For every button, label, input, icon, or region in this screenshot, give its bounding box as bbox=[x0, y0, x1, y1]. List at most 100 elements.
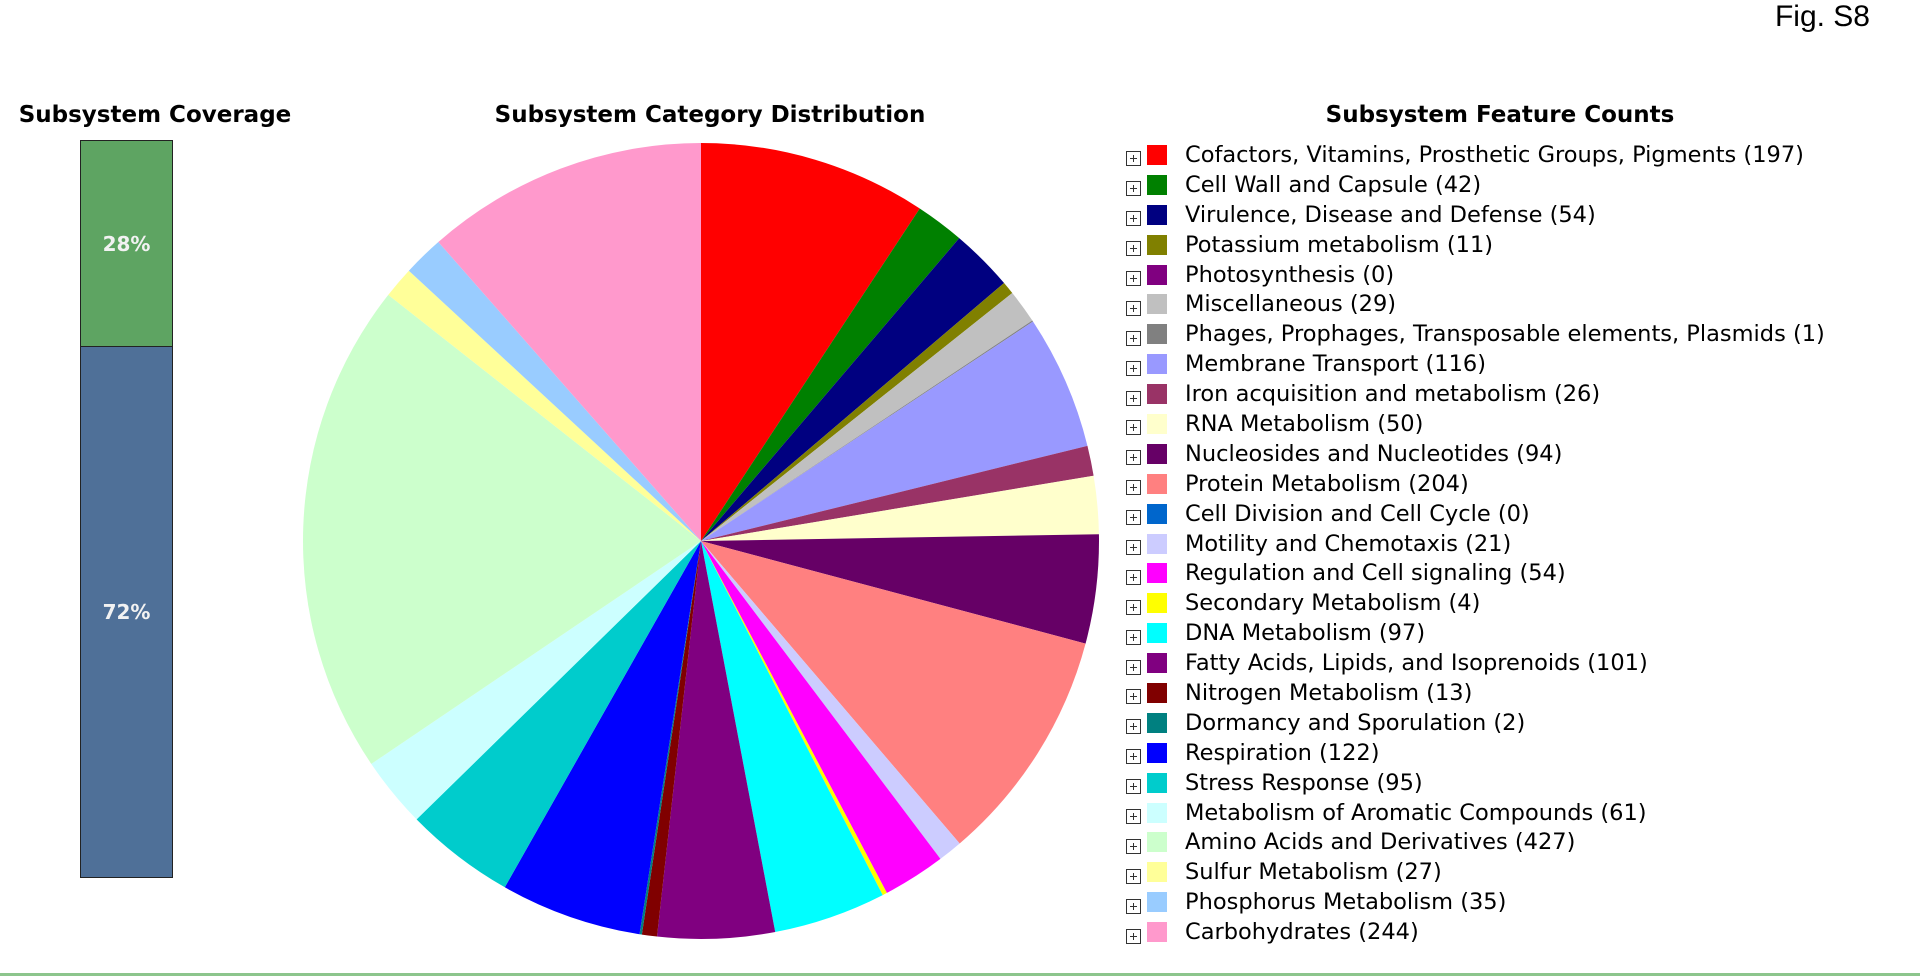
expand-icon[interactable] bbox=[1126, 420, 1141, 436]
legend-label[interactable]: Protein Metabolism (204) bbox=[1185, 470, 1469, 497]
legend-swatch bbox=[1147, 653, 1167, 674]
legend-item: Protein Metabolism (204) bbox=[1126, 469, 1825, 499]
legend-label[interactable]: Fatty Acids, Lipids, and Isoprenoids (10… bbox=[1185, 650, 1648, 677]
legend-label[interactable]: Cell Division and Cell Cycle (0) bbox=[1185, 500, 1530, 527]
expand-icon[interactable] bbox=[1126, 450, 1141, 466]
legend-item: Photosynthesis (0) bbox=[1126, 260, 1825, 290]
expand-icon[interactable] bbox=[1126, 211, 1141, 227]
legend-label[interactable]: DNA Metabolism (97) bbox=[1185, 620, 1426, 647]
expand-icon[interactable] bbox=[1126, 480, 1141, 496]
legend-label[interactable]: Stress Response (95) bbox=[1185, 769, 1423, 796]
legend-item: Dormancy and Sporulation (2) bbox=[1126, 708, 1825, 738]
legend-label[interactable]: Miscellaneous (29) bbox=[1185, 291, 1397, 318]
pie-slice-19 bbox=[639, 541, 701, 935]
expand-icon[interactable] bbox=[1126, 181, 1141, 197]
legend-swatch bbox=[1147, 324, 1167, 345]
legend-item: Stress Response (95) bbox=[1126, 768, 1825, 798]
pie-slice-17 bbox=[657, 541, 776, 939]
legend-item: Amino Acids and Derivatives (427) bbox=[1126, 827, 1825, 857]
legend-swatch bbox=[1147, 593, 1167, 614]
legend-label[interactable]: Phages, Prophages, Transposable elements… bbox=[1185, 321, 1825, 348]
legend-label[interactable]: Sulfur Metabolism (27) bbox=[1185, 859, 1442, 886]
legend-label[interactable]: Membrane Transport (116) bbox=[1185, 351, 1486, 378]
legend-swatch bbox=[1147, 563, 1167, 584]
pie-slice-1 bbox=[701, 208, 960, 541]
legend-label[interactable]: Photosynthesis (0) bbox=[1185, 261, 1395, 288]
expand-icon[interactable] bbox=[1126, 928, 1141, 944]
expand-icon[interactable] bbox=[1126, 510, 1141, 526]
legend-item: Carbohydrates (244) bbox=[1126, 917, 1825, 947]
legend-label[interactable]: Iron acquisition and metabolism (26) bbox=[1185, 381, 1601, 408]
expand-icon[interactable] bbox=[1126, 809, 1141, 825]
expand-icon[interactable] bbox=[1126, 838, 1141, 854]
legend-item: Cell Division and Cell Cycle (0) bbox=[1126, 499, 1825, 529]
expand-icon[interactable] bbox=[1126, 569, 1141, 585]
pie-slice-8 bbox=[701, 445, 1094, 541]
legend-item: Miscellaneous (29) bbox=[1126, 289, 1825, 319]
bottom-divider bbox=[0, 973, 1920, 976]
legend-item: Secondary Metabolism (4) bbox=[1126, 588, 1825, 618]
expand-icon[interactable] bbox=[1126, 271, 1141, 286]
legend-item: Nucleosides and Nucleotides (94) bbox=[1126, 439, 1825, 469]
pie-slice-23 bbox=[303, 294, 701, 764]
legend-label[interactable]: Virulence, Disease and Defense (54) bbox=[1185, 201, 1596, 228]
legend-swatch bbox=[1147, 862, 1167, 883]
expand-icon[interactable] bbox=[1126, 898, 1141, 914]
expand-icon[interactable] bbox=[1126, 719, 1141, 735]
legend-swatch bbox=[1147, 384, 1167, 405]
legend-swatch bbox=[1147, 473, 1167, 494]
pie-slice-18 bbox=[641, 541, 701, 937]
expand-icon[interactable] bbox=[1126, 868, 1141, 884]
legend-item: Sulfur Metabolism (27) bbox=[1126, 857, 1825, 887]
legend-swatch bbox=[1147, 234, 1167, 255]
legend-label[interactable]: Dormancy and Sporulation (2) bbox=[1185, 709, 1526, 736]
expand-icon[interactable] bbox=[1126, 599, 1141, 615]
expand-icon[interactable] bbox=[1126, 749, 1141, 765]
expand-icon[interactable] bbox=[1126, 300, 1141, 316]
expand-icon[interactable] bbox=[1126, 659, 1141, 675]
legend-label[interactable]: Motility and Chemotaxis (21) bbox=[1185, 530, 1512, 557]
legend-item: RNA Metabolism (50) bbox=[1126, 409, 1825, 439]
legend-swatch bbox=[1147, 832, 1167, 853]
legend-swatch bbox=[1147, 503, 1167, 524]
legend-item: Metabolism of Aromatic Compounds (61) bbox=[1126, 798, 1825, 828]
legend-label[interactable]: Carbohydrates (244) bbox=[1185, 919, 1419, 946]
pie-slice-2 bbox=[701, 238, 1005, 541]
legend-item: Potassium metabolism (11) bbox=[1126, 230, 1825, 260]
expand-icon[interactable] bbox=[1126, 629, 1141, 645]
legend-swatch bbox=[1147, 772, 1167, 793]
legend-label[interactable]: Phosphorus Metabolism (35) bbox=[1185, 889, 1507, 916]
feature-counts-legend: Cofactors, Vitamins, Prosthetic Groups, … bbox=[1126, 140, 1825, 947]
legend-label[interactable]: Respiration (122) bbox=[1185, 739, 1380, 766]
expand-icon[interactable] bbox=[1126, 390, 1141, 406]
legend-swatch bbox=[1147, 443, 1167, 464]
legend-label[interactable]: Metabolism of Aromatic Compounds (61) bbox=[1185, 799, 1647, 826]
coverage-title: Subsystem Coverage bbox=[18, 102, 292, 128]
expand-icon[interactable] bbox=[1126, 540, 1141, 556]
legend-swatch bbox=[1147, 413, 1167, 434]
coverage-segment-uncovered: 72% bbox=[81, 347, 172, 877]
expand-icon[interactable] bbox=[1126, 330, 1141, 346]
expand-icon[interactable] bbox=[1126, 151, 1141, 167]
pie-slice-22 bbox=[371, 541, 701, 820]
legend-item: Virulence, Disease and Defense (54) bbox=[1126, 200, 1825, 230]
legend-label[interactable]: Nitrogen Metabolism (13) bbox=[1185, 679, 1473, 706]
legend-label[interactable]: Nucleosides and Nucleotides (94) bbox=[1185, 440, 1563, 467]
pie-slice-5 bbox=[701, 292, 1033, 541]
legend-label[interactable]: Cell Wall and Capsule (42) bbox=[1185, 171, 1482, 198]
pie-slice-21 bbox=[416, 541, 701, 888]
legend-label[interactable]: Amino Acids and Derivatives (427) bbox=[1185, 829, 1576, 856]
legend-label[interactable]: Cofactors, Vitamins, Prosthetic Groups, … bbox=[1185, 141, 1804, 168]
legend-label[interactable]: RNA Metabolism (50) bbox=[1185, 410, 1424, 437]
legend-label[interactable]: Potassium metabolism (11) bbox=[1185, 231, 1494, 258]
coverage-segment-covered: 28% bbox=[81, 141, 172, 348]
legend-item: Motility and Chemotaxis (21) bbox=[1126, 529, 1825, 559]
distribution-title: Subsystem Category Distribution bbox=[494, 102, 926, 128]
expand-icon[interactable] bbox=[1126, 689, 1141, 705]
expand-icon[interactable] bbox=[1126, 779, 1141, 795]
legend-item: DNA Metabolism (97) bbox=[1126, 618, 1825, 648]
legend-label[interactable]: Regulation and Cell signaling (54) bbox=[1185, 560, 1566, 587]
expand-icon[interactable] bbox=[1126, 241, 1141, 257]
expand-icon[interactable] bbox=[1126, 360, 1141, 376]
legend-label[interactable]: Secondary Metabolism (4) bbox=[1185, 590, 1481, 617]
